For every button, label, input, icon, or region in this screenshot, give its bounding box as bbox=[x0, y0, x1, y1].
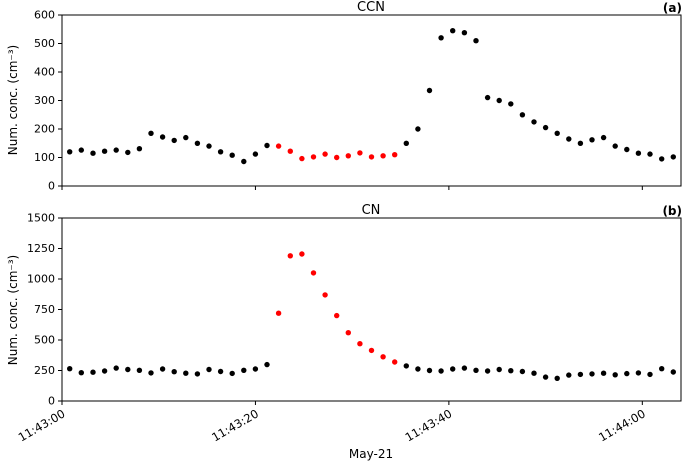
svg-text:0: 0 bbox=[48, 180, 55, 193]
panel-b-title: CN bbox=[361, 203, 381, 218]
svg-text:1500: 1500 bbox=[27, 212, 55, 225]
svg-text:11:43:20: 11:43:20 bbox=[209, 406, 261, 444]
svg-text:500: 500 bbox=[34, 334, 55, 347]
svg-text:400: 400 bbox=[34, 66, 55, 79]
x-axis-label: May-21 bbox=[348, 447, 394, 461]
svg-text:250: 250 bbox=[34, 364, 55, 377]
svg-text:600: 600 bbox=[34, 9, 55, 22]
panel-a-label: (a) bbox=[662, 1, 682, 15]
panel-b-ylabel: Num. conc. (cm⁻³) bbox=[6, 254, 20, 366]
svg-text:11:44:00: 11:44:00 bbox=[596, 406, 648, 444]
panel-a-ylabel: Num. conc. (cm⁻³) bbox=[6, 44, 20, 156]
svg-text:200: 200 bbox=[34, 123, 55, 136]
panel-a-title: CCN bbox=[357, 0, 385, 15]
svg-text:1000: 1000 bbox=[27, 273, 55, 286]
svg-text:500: 500 bbox=[34, 37, 55, 50]
svg-text:750: 750 bbox=[34, 303, 55, 316]
svg-text:0: 0 bbox=[48, 395, 55, 408]
svg-text:100: 100 bbox=[34, 151, 55, 164]
panel-b-label: (b) bbox=[662, 204, 682, 218]
svg-text:11:43:00: 11:43:00 bbox=[16, 406, 68, 444]
svg-text:300: 300 bbox=[34, 94, 55, 107]
svg-text:11:43:40: 11:43:40 bbox=[403, 406, 455, 444]
svg-text:1250: 1250 bbox=[27, 242, 55, 255]
